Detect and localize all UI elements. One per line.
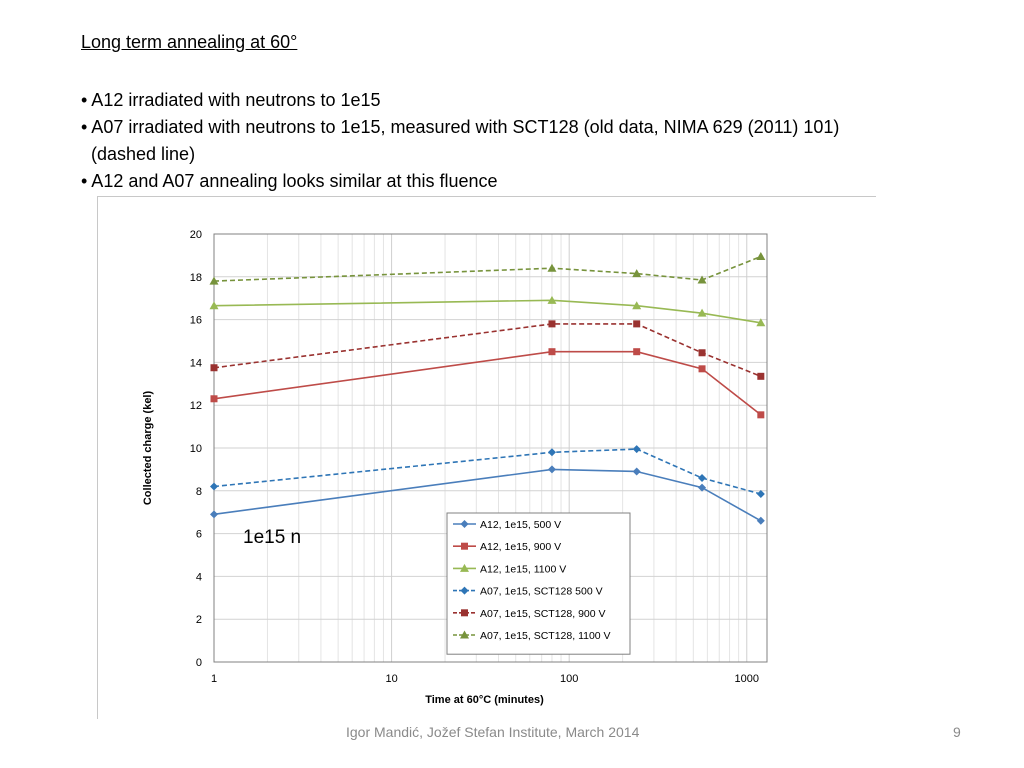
data-point-diamond bbox=[547, 448, 556, 457]
y-tick-label: 0 bbox=[196, 657, 202, 669]
data-point-triangle bbox=[756, 318, 766, 327]
x-tick-label: 100 bbox=[560, 673, 578, 685]
series-line bbox=[213, 255, 762, 282]
data-point-square bbox=[698, 365, 706, 373]
annealing-chart: 0 2 4 6 8 10 12 14 16 18 20 1 10 100 1000 Time at 60°C … bbox=[142, 229, 768, 706]
data-point-square bbox=[633, 348, 641, 356]
legend-label: A12, 1e15, 500 V bbox=[480, 519, 561, 531]
footer-credit: Igor Mandić, Jožef Stefan Institute, Mar… bbox=[346, 724, 640, 740]
data-point-triangle bbox=[209, 301, 219, 310]
data-point-square bbox=[757, 411, 765, 419]
y-tick-label: 2 bbox=[196, 614, 202, 626]
y-tick-label: 16 bbox=[190, 315, 202, 327]
x-tick-label: 1000 bbox=[735, 673, 759, 685]
data-point-diamond bbox=[632, 467, 641, 476]
legend-label: A12, 1e15, 900 V bbox=[480, 541, 561, 553]
legend-label: A07, 1e15, SCT128, 1100 V bbox=[480, 630, 611, 642]
data-point-square bbox=[698, 349, 706, 357]
slide-heading: Long term annealing at 60° bbox=[81, 32, 298, 52]
data-point-diamond bbox=[698, 473, 707, 482]
data-point-triangle bbox=[756, 251, 766, 260]
series-group bbox=[210, 348, 765, 419]
data-point-square bbox=[548, 348, 556, 356]
chart-annotation: 1e15 n bbox=[243, 527, 301, 548]
plot-border bbox=[213, 233, 768, 663]
data-point-diamond bbox=[756, 516, 765, 525]
legend-label: A07, 1e15, SCT128 500 V bbox=[480, 586, 603, 598]
x-tick-label: 1 bbox=[211, 673, 217, 685]
chart-frame: 0 2 4 6 8 10 12 14 16 18 20 1 10 100 1000 Time at 60°C … bbox=[97, 196, 876, 719]
bullet-item: • A07 irradiated with neutrons to 1e15, … bbox=[81, 117, 840, 137]
data-point-square bbox=[461, 609, 468, 617]
data-point-diamond bbox=[547, 465, 556, 474]
data-point-triangle bbox=[632, 301, 642, 310]
data-point-diamond bbox=[210, 482, 218, 491]
data-point-square bbox=[210, 364, 218, 372]
data-point-triangle bbox=[697, 275, 707, 284]
data-point-triangle bbox=[547, 295, 557, 304]
data-point-diamond bbox=[698, 483, 707, 492]
y-tick-label: 6 bbox=[196, 529, 202, 541]
data-point-square bbox=[548, 320, 556, 328]
y-tick-label: 10 bbox=[190, 443, 202, 455]
bullet-item: • A12 and A07 annealing looks similar at… bbox=[81, 171, 498, 191]
legend-box bbox=[446, 512, 631, 655]
data-point-triangle bbox=[209, 276, 219, 285]
y-tick-label: 20 bbox=[190, 229, 202, 241]
y-axis-title: Collected charge (kel) bbox=[142, 391, 154, 506]
data-point-triangle bbox=[460, 563, 469, 572]
data-point-diamond bbox=[756, 490, 765, 499]
legend-label: A07, 1e15, SCT128, 900 V bbox=[480, 608, 606, 620]
data-point-triangle bbox=[460, 630, 469, 639]
series-group bbox=[210, 320, 765, 380]
chart-legend: A12, 1e15, 500 V A12, 1e15, 900 V A12, 1e1… bbox=[446, 512, 631, 655]
y-tick-label: 12 bbox=[190, 400, 202, 412]
page-number: 9 bbox=[953, 724, 961, 740]
series-group bbox=[210, 445, 765, 499]
y-tick-label: 8 bbox=[196, 486, 202, 498]
legend-label: A12, 1e15, 1100 V bbox=[480, 563, 566, 575]
series-group bbox=[209, 251, 766, 285]
bullet-list: • A12 irradiated with neutrons to 1e15 •… bbox=[81, 87, 839, 195]
series-group bbox=[209, 295, 766, 327]
bullet-item-continuation: (dashed line) bbox=[91, 144, 196, 164]
data-point-diamond bbox=[460, 520, 469, 528]
data-point-diamond bbox=[460, 586, 469, 595]
data-point-diamond bbox=[632, 445, 641, 454]
data-point-triangle bbox=[632, 269, 642, 278]
data-point-triangle bbox=[547, 263, 557, 272]
x-tick-label: 10 bbox=[385, 673, 397, 685]
bullet-item: • A12 irradiated with neutrons to 1e15 bbox=[81, 90, 381, 110]
data-point-square bbox=[210, 395, 218, 403]
y-tick-label: 18 bbox=[190, 272, 202, 284]
x-axis-title: Time at 60°C (minutes) bbox=[425, 694, 544, 706]
y-tick-label: 14 bbox=[190, 357, 202, 369]
y-tick-label: 4 bbox=[196, 571, 202, 583]
data-point-square bbox=[633, 320, 641, 328]
data-point-triangle bbox=[697, 308, 707, 317]
data-point-square bbox=[461, 542, 468, 550]
data-point-square bbox=[757, 372, 765, 380]
